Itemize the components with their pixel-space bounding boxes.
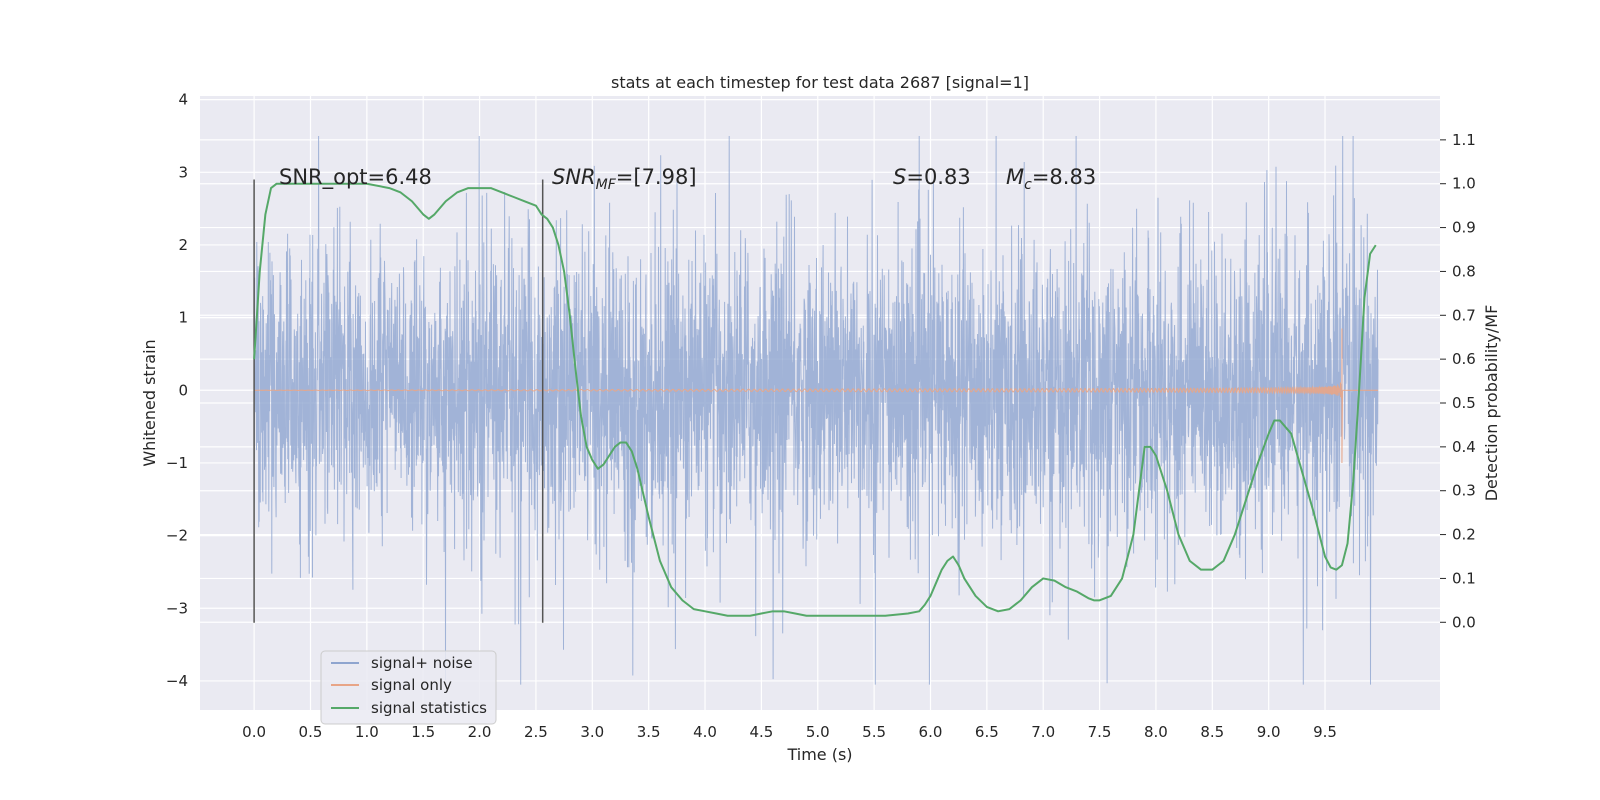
right-y-tick-label: 0.2 xyxy=(1452,526,1476,544)
legend: signal+ noise signal only signal statist… xyxy=(320,650,497,725)
x-tick-label: 2.0 xyxy=(468,723,492,741)
x-tick-label: 9.5 xyxy=(1313,723,1337,741)
x-tick-label: 8.0 xyxy=(1144,723,1168,741)
x-tick-label: 5.0 xyxy=(806,723,830,741)
left-y-tick-label: 0 xyxy=(178,381,188,399)
right-y-tick-label: 0.0 xyxy=(1452,613,1476,631)
x-tick-label: 1.0 xyxy=(355,723,379,741)
x-tick-label: 2.5 xyxy=(524,723,548,741)
signal-only-line xyxy=(254,328,1378,463)
left-y-axis-ticks: 4 3 2 1 0 −1 −2 −3 −4 xyxy=(166,91,188,690)
x-tick-label: 3.5 xyxy=(637,723,661,741)
signal-noise-series xyxy=(253,135,1379,685)
snr-opt-annotation: SNR_opt=6.48 xyxy=(279,165,432,190)
right-y-tick-label: 1.1 xyxy=(1452,131,1476,149)
x-tick-label: 9.0 xyxy=(1257,723,1281,741)
signal-noise-line xyxy=(253,135,1379,685)
right-y-tick-label: 0.4 xyxy=(1452,438,1476,456)
x-tick-label: 4.0 xyxy=(693,723,717,741)
signal-statistics-line xyxy=(253,182,1377,617)
mc-annotation: Mc=8.83 xyxy=(1006,165,1096,193)
left-y-tick-label: −4 xyxy=(166,672,188,690)
legend-box xyxy=(320,650,497,725)
x-tick-label: 7.0 xyxy=(1031,723,1055,741)
left-y-tick-label: 4 xyxy=(178,91,188,109)
snr-mf-value: =[7.98] xyxy=(616,165,697,189)
mc-subscript: c xyxy=(1024,177,1032,193)
x-tick-label: 3.0 xyxy=(580,723,604,741)
right-y-tick-label: 1.0 xyxy=(1452,175,1476,193)
snr-mf-annotation: SNRMF=[7.98] xyxy=(552,165,697,193)
x-tick-label: 0.5 xyxy=(299,723,323,741)
right-y-tick-label: 0.6 xyxy=(1452,350,1476,368)
x-tick-label: 6.5 xyxy=(975,723,999,741)
right-y-tick-label: 0.9 xyxy=(1452,219,1476,237)
right-y-axis-label: Detection probability/MF xyxy=(1482,305,1501,502)
x-tick-label: 7.5 xyxy=(1088,723,1112,741)
left-y-axis-label: Whitened strain xyxy=(140,339,159,466)
right-y-tick-label: 0.3 xyxy=(1452,482,1476,500)
x-tick-label: 0.0 xyxy=(242,723,266,741)
left-y-tick-label: 2 xyxy=(178,236,188,254)
right-y-tick-label: 0.1 xyxy=(1452,569,1476,587)
x-tick-label: 8.5 xyxy=(1200,723,1224,741)
signal-statistics-series xyxy=(253,182,1377,617)
left-y-tick-label: −3 xyxy=(166,599,188,617)
right-y-axis-ticks: 1.1 1.0 0.9 0.8 0.7 0.6 0.5 0.4 0.3 0.2 0.1 0.0 xyxy=(1440,131,1476,631)
left-y-tick-label: −2 xyxy=(166,527,188,545)
mc-label: M xyxy=(1006,165,1024,189)
left-y-tick-label: 1 xyxy=(178,309,188,327)
right-y-tick-label: 0.5 xyxy=(1452,394,1476,412)
x-axis-label: Time (s) xyxy=(786,745,852,764)
s-value: =0.83 xyxy=(906,165,970,189)
signal-only-series xyxy=(254,328,1378,463)
right-y-tick-label: 0.8 xyxy=(1452,262,1476,280)
x-axis-ticks: 0.0 0.5 1.0 1.5 2.0 2.5 3.0 3.5 4.0 4.5 5.0 5.5 6.0 6… xyxy=(242,723,1337,741)
vertical-markers xyxy=(253,179,544,623)
left-y-tick-label: −1 xyxy=(166,454,188,472)
x-tick-label: 6.0 xyxy=(919,723,943,741)
chart-title: stats at each timestep for test data 268… xyxy=(611,73,1029,92)
snr-mf-subscript: MF xyxy=(596,177,617,193)
legend-label-signal: signal only xyxy=(371,676,452,694)
right-y-tick-label: 0.7 xyxy=(1452,306,1476,324)
x-tick-label: 1.5 xyxy=(411,723,435,741)
legend-label-noise: signal+ noise xyxy=(371,654,473,672)
legend-label-stats: signal statistics xyxy=(371,699,487,717)
s-label: S xyxy=(893,165,906,189)
mc-value: =8.83 xyxy=(1032,165,1096,189)
annotations: SNR_opt=6.48 SNRMF=[7.98] S=0.83 Mc=8.83 xyxy=(279,165,1096,193)
x-tick-label: 5.5 xyxy=(862,723,886,741)
left-y-tick-label: 3 xyxy=(178,163,188,181)
snr-mf-label: SNR xyxy=(552,165,596,189)
x-tick-label: 4.5 xyxy=(749,723,773,741)
s-annotation: S=0.83 xyxy=(893,165,971,189)
